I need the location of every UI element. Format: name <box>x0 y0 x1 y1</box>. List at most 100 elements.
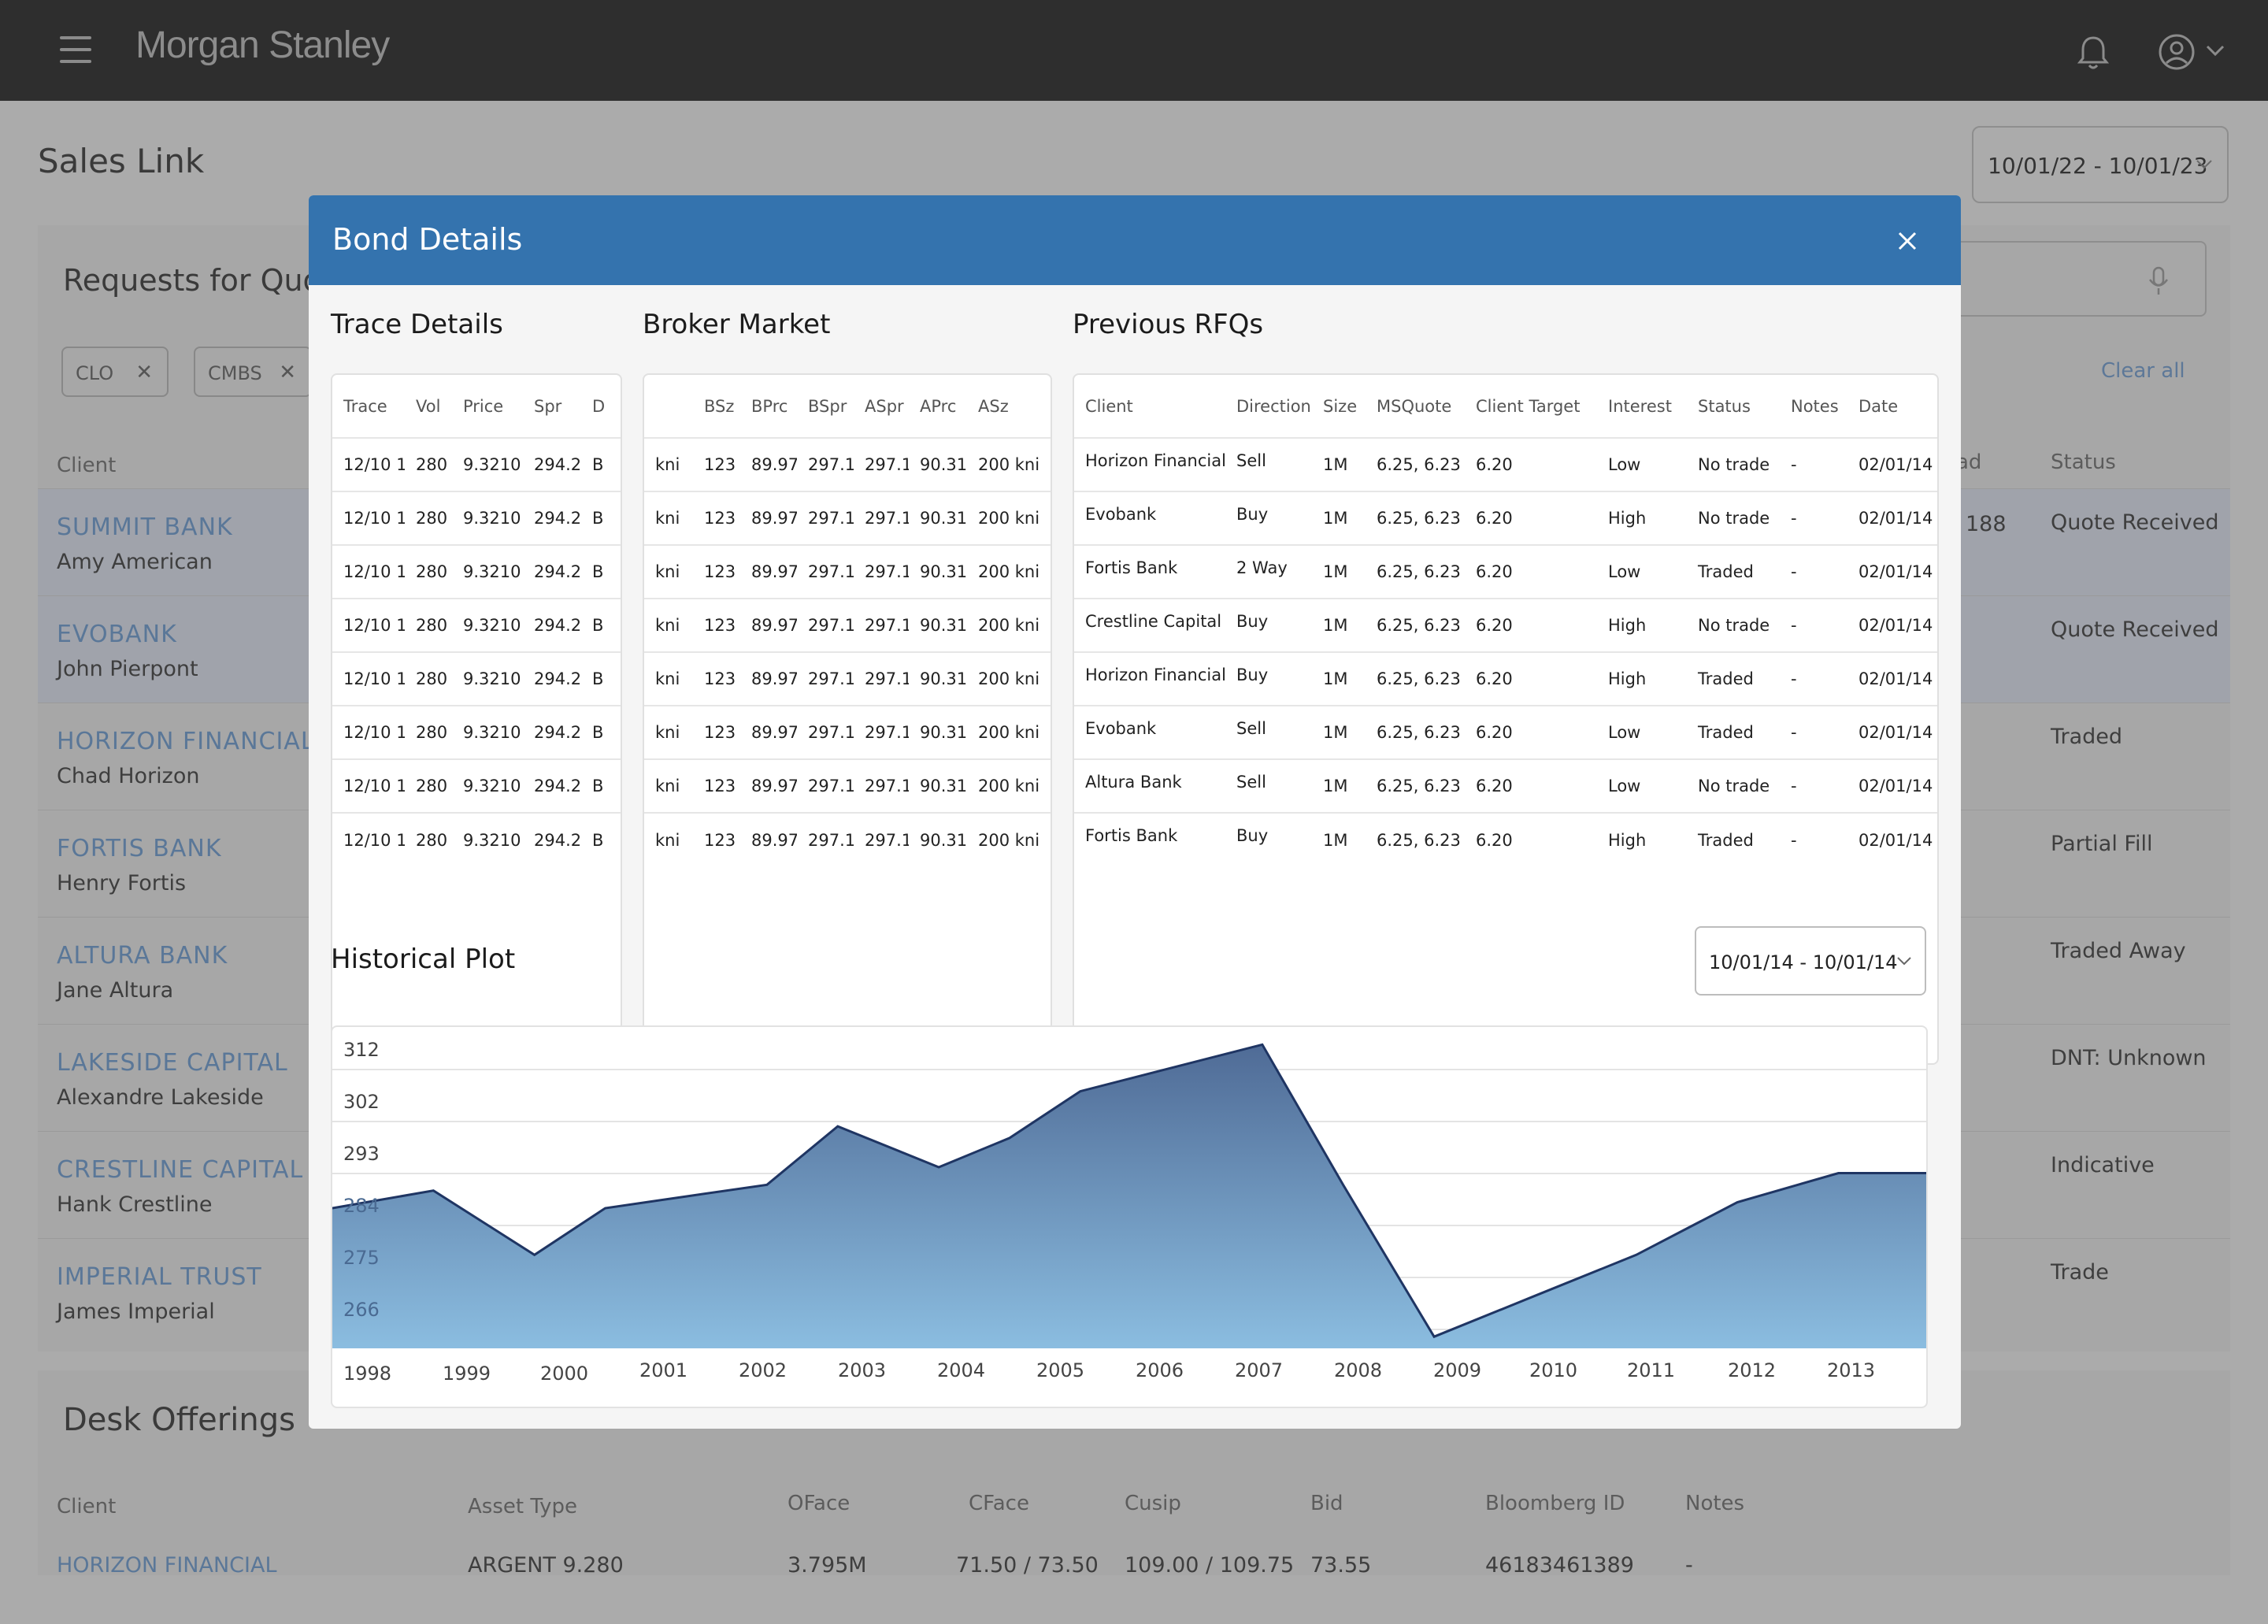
trace-header[interactable]: Price <box>463 396 504 416</box>
table-row[interactable]: Evobank Buy 1M 6.25, 6.23 6.20 High No trade -0… <box>1074 491 1937 545</box>
user-avatar-icon[interactable] <box>2158 33 2196 71</box>
rfq-client-name[interactable]: SUMMIT BANK <box>57 514 233 541</box>
table-row[interactable]: kni 123 89.97 297.1 297.1 90.31 200 kni <box>644 544 1051 599</box>
rfq-header[interactable]: Client Target <box>1476 396 1581 416</box>
table-row[interactable]: Crestline Capital Buy 1M 6.25, 6.23 6.20 High… <box>1074 598 1937 652</box>
table-row[interactable]: Fortis Bank Buy 1M 6.25, 6.23 6.20 High Traded… <box>1074 812 1937 866</box>
filter-chip-cmbs[interactable]: CMBS ✕ <box>194 347 312 397</box>
table-row[interactable]: Altura Bank Sell 1M 6.25, 6.23 6.20 Low No tra… <box>1074 758 1937 813</box>
table-row[interactable]: Horizon Financial Buy 1M 6.25, 6.23 6.20 High… <box>1074 651 1937 706</box>
table-row[interactable]: kni 123 89.97 297.1 297.1 90.31 200 kni <box>644 758 1051 813</box>
plot-date-range-select[interactable]: 10/01/14 - 10/01/14 <box>1695 926 1926 996</box>
rfq-client-name[interactable]: ALTURA BANK <box>57 942 228 970</box>
trace-header[interactable]: Trace <box>343 396 387 416</box>
rfq-client-name[interactable]: HORIZON FINANCIAL <box>57 728 315 755</box>
table-row[interactable]: kni 123 89.97 297.1 297.1 90.31 200 kni <box>644 491 1051 545</box>
rfq-cell: Buy <box>1225 598 1312 652</box>
close-icon[interactable]: ✕ <box>279 361 296 384</box>
rfq-cell: 6.25, 6.23 <box>1366 758 1465 813</box>
rfq-client-name[interactable]: CRESTLINE CAPITAL <box>57 1156 304 1184</box>
rfq-cell: 6.25, 6.23 <box>1366 651 1465 706</box>
rfq-header[interactable]: Interest <box>1608 396 1672 416</box>
rfq-header[interactable]: Status <box>1698 396 1751 416</box>
rfq-header[interactable]: Notes <box>1791 396 1839 416</box>
table-row[interactable]: Horizon Financial Sell 1M 6.25, 6.23 6.20 Low… <box>1074 437 1937 491</box>
desk-cell-cface: 71.50 / 73.50 <box>956 1553 1099 1578</box>
table-row[interactable]: kni 123 89.97 297.1 297.1 90.31 200 kni <box>644 705 1051 759</box>
previous-rfqs-table: Client Direction Size MSQuote Client Target I… <box>1073 373 1939 1065</box>
rfq-cell: High <box>1597 651 1687 706</box>
trace-cell: 12/10 13 <box>332 705 405 759</box>
broker-cell: 297.1 <box>854 758 909 813</box>
rfq-client-name[interactable]: LAKESIDE CAPITAL <box>57 1049 288 1077</box>
menu-icon[interactable] <box>60 36 91 63</box>
trace-header[interactable]: D <box>592 396 606 416</box>
desk-header-asset-type[interactable]: Asset Type <box>468 1495 578 1518</box>
broker-header[interactable]: BSz <box>704 396 735 416</box>
rfq-cell: No trade <box>1687 491 1780 545</box>
y-tick-label: 293 <box>343 1143 380 1165</box>
rfq-header[interactable]: Direction <box>1236 396 1311 416</box>
trace-header[interactable]: Vol <box>416 396 441 416</box>
desk-header-cusip[interactable]: Cusip <box>1125 1492 1181 1515</box>
desk-header-bloomberg-id[interactable]: Bloomberg ID <box>1485 1492 1625 1515</box>
desk-cell-client[interactable]: HORIZON FINANCIAL <box>57 1553 277 1578</box>
broker-header[interactable]: APrc <box>920 396 957 416</box>
rfq-header[interactable]: Size <box>1323 396 1358 416</box>
close-icon[interactable]: ✕ <box>135 361 153 384</box>
chevron-down-icon[interactable] <box>2205 43 2225 58</box>
broker-header[interactable]: BSpr <box>808 396 847 416</box>
table-row[interactable]: kni 123 89.97 297.1 297.1 90.31 200 kni <box>644 812 1051 866</box>
column-header-status[interactable]: Status <box>2051 450 2116 474</box>
close-icon[interactable] <box>1892 225 1923 257</box>
trace-cell: 12/10 13 <box>332 491 405 545</box>
rfq-client-name[interactable]: FORTIS BANK <box>57 835 222 862</box>
microphone-icon[interactable] <box>2148 266 2169 296</box>
desk-header-client[interactable]: Client <box>57 1495 117 1518</box>
rfq-cell: Fortis Bank <box>1074 544 1225 599</box>
broker-cell: 297.1 <box>797 437 854 491</box>
broker-cell: 297.1 <box>797 598 854 652</box>
trace-header[interactable]: Spr <box>534 396 562 416</box>
rfq-client-name[interactable]: EVOBANK <box>57 621 177 648</box>
broker-header[interactable]: ASpr <box>865 396 904 416</box>
rfq-cell: No trade <box>1687 598 1780 652</box>
rfq-status: Partial Fill <box>2051 832 2153 856</box>
rfq-header[interactable]: Client <box>1085 396 1133 416</box>
table-row[interactable]: kni 123 89.97 297.1 297.1 90.31 200 kni <box>644 437 1051 491</box>
rfq-cell: 6.20 <box>1465 544 1597 599</box>
broker-cell: 297.1 <box>797 758 854 813</box>
table-row[interactable]: kni 123 89.97 297.1 297.1 90.31 200 kni <box>644 651 1051 706</box>
trace-cell: 280 <box>405 812 452 866</box>
broker-header[interactable]: ASz <box>978 396 1009 416</box>
rfq-client-name[interactable]: IMPERIAL TRUST <box>57 1263 262 1291</box>
rfq-cell: 1M <box>1312 598 1366 652</box>
rfq-header[interactable]: Date <box>1858 396 1899 416</box>
column-header-client[interactable]: Client <box>57 454 117 477</box>
clear-all-link[interactable]: Clear all <box>2101 359 2185 383</box>
rfq-cell: High <box>1597 812 1687 866</box>
table-row[interactable]: Evobank Sell 1M 6.25, 6.23 6.20 Low Traded -02/… <box>1074 705 1937 759</box>
table-row[interactable]: Fortis Bank 2 Way 1M 6.25, 6.23 6.20 Low Trade… <box>1074 544 1937 599</box>
desk-header-bid[interactable]: Bid <box>1310 1492 1343 1515</box>
broker-header[interactable] <box>644 375 693 438</box>
desk-header-notes[interactable]: Notes <box>1685 1492 1745 1515</box>
desk-offerings-title: Desk Offerings <box>63 1402 295 1438</box>
desk-header-cface[interactable]: CFace <box>969 1492 1029 1515</box>
rfq-header[interactable]: MSQuote <box>1377 396 1452 416</box>
table-row[interactable]: kni 123 89.97 297.1 297.1 90.31 200 kni <box>644 598 1051 652</box>
modal-header: Bond Details <box>309 195 1961 285</box>
desk-header-oface[interactable]: OFace <box>788 1492 850 1515</box>
bell-icon[interactable] <box>2076 35 2110 71</box>
broker-header[interactable]: BPrc <box>751 396 788 416</box>
filter-chip-clo[interactable]: CLO ✕ <box>61 347 169 397</box>
page-date-range-select[interactable]: 10/01/22 - 10/01/23 <box>1972 126 2229 203</box>
